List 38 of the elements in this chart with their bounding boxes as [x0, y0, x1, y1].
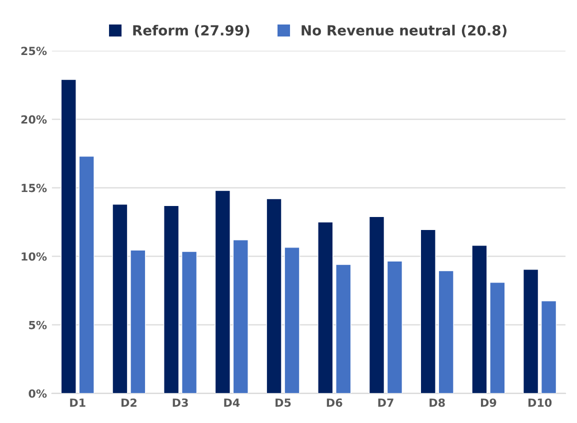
bar [472, 245, 488, 394]
x-tick-label: D8 [430, 398, 445, 407]
x-tick-label: D9 [480, 398, 496, 407]
x-tick-label: D5 [276, 398, 291, 407]
x-tick-label: D3 [172, 398, 188, 407]
bar [182, 251, 198, 394]
bar [490, 282, 506, 394]
y-tick-label: 10% [22, 252, 47, 261]
y-tick-label: 20% [21, 115, 47, 124]
legend-label: Reform (27.99) [133, 24, 250, 38]
bar [60, 79, 76, 394]
bar [164, 205, 180, 394]
bar [523, 269, 539, 394]
y-tick-label: 0% [28, 389, 47, 398]
bar [386, 260, 403, 394]
bar [232, 240, 248, 394]
bar [284, 247, 300, 394]
x-tick-label: D7 [378, 398, 394, 407]
bar [78, 156, 94, 394]
x-tick-label: D10 [528, 398, 552, 407]
y-tick-label: 15% [22, 184, 47, 192]
bar [438, 270, 454, 394]
bar [336, 264, 352, 394]
y-tick-label: 5% [29, 320, 47, 330]
bar [130, 250, 146, 394]
x-tick-label: D4 [224, 398, 240, 407]
bar [318, 222, 334, 394]
bar [368, 216, 385, 394]
bar [112, 204, 128, 394]
legend-label: No Revenue neutral (20.8) [302, 24, 506, 38]
x-tick-label: D6 [326, 398, 342, 407]
bar [540, 300, 557, 394]
x-tick-label: D2 [122, 398, 136, 407]
bar [266, 198, 282, 394]
bar [214, 190, 230, 394]
bar [420, 229, 436, 394]
x-tick-label: D1 [70, 398, 86, 407]
y-tick-label: 25% [21, 46, 47, 56]
